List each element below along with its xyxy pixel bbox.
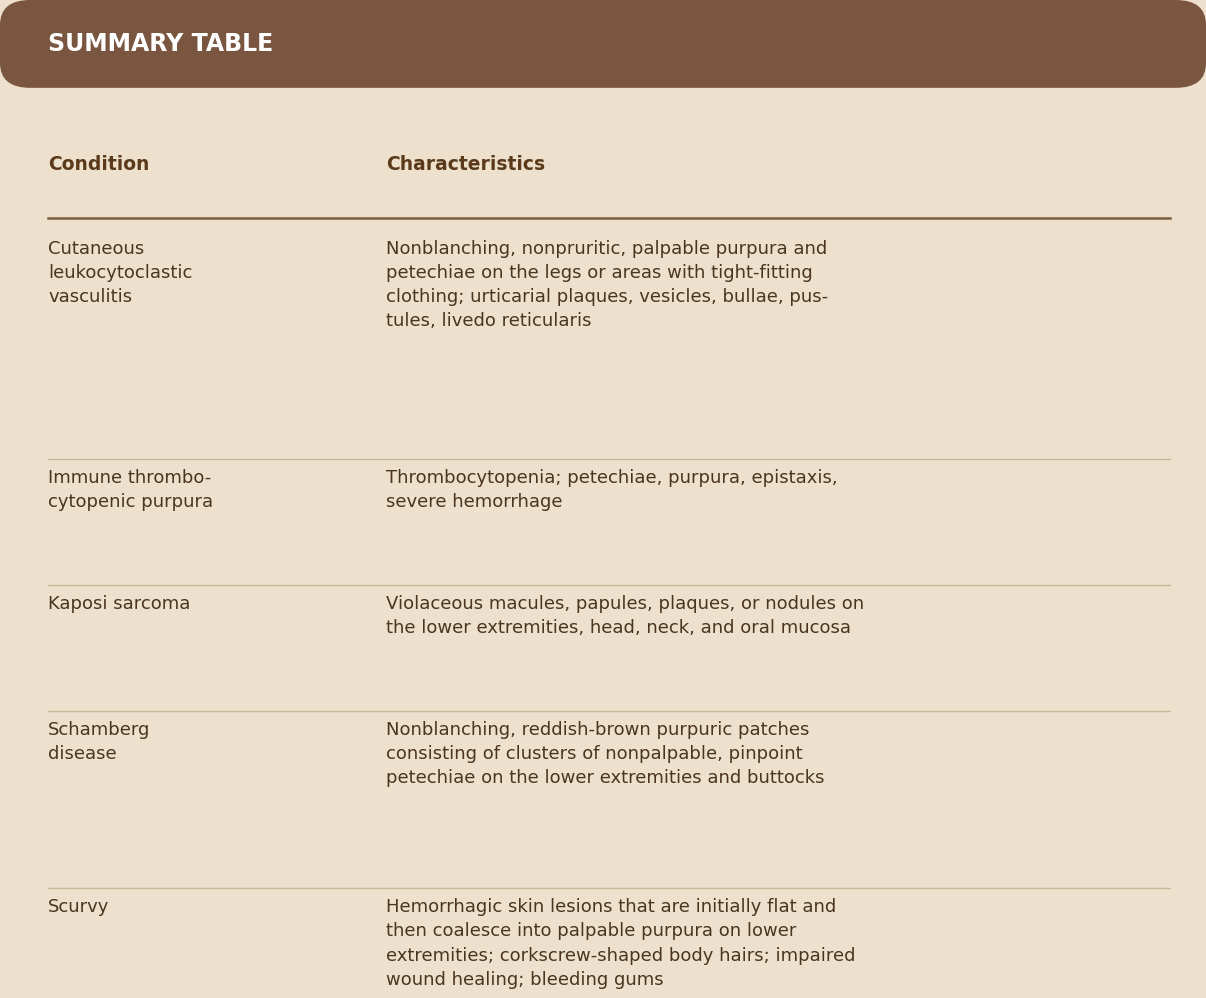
Text: Condition: Condition: [48, 155, 150, 174]
Text: Nonblanching, nonpruritic, palpable purpura and
petechiae on the legs or areas w: Nonblanching, nonpruritic, palpable purp…: [386, 240, 829, 330]
Text: Schamberg
disease: Schamberg disease: [48, 721, 151, 762]
Text: Cutaneous
leukocytoclastic
vasculitis: Cutaneous leukocytoclastic vasculitis: [48, 240, 193, 306]
Text: SUMMARY TABLE: SUMMARY TABLE: [48, 32, 274, 56]
Text: Characteristics: Characteristics: [386, 155, 545, 174]
Text: Hemorrhagic skin lesions that are initially flat and
then coalesce into palpable: Hemorrhagic skin lesions that are initia…: [386, 898, 855, 989]
Text: Kaposi sarcoma: Kaposi sarcoma: [48, 595, 191, 613]
Text: Violaceous macules, papules, plaques, or nodules on
the lower extremities, head,: Violaceous macules, papules, plaques, or…: [386, 595, 863, 637]
Text: Nonblanching, reddish-brown purpuric patches
consisting of clusters of nonpalpab: Nonblanching, reddish-brown purpuric pat…: [386, 721, 825, 787]
Text: Immune thrombo-
cytopenic purpura: Immune thrombo- cytopenic purpura: [48, 469, 213, 511]
Text: Thrombocytopenia; petechiae, purpura, epistaxis,
severe hemorrhage: Thrombocytopenia; petechiae, purpura, ep…: [386, 469, 837, 511]
Text: Scurvy: Scurvy: [48, 898, 110, 916]
FancyBboxPatch shape: [0, 0, 1206, 88]
